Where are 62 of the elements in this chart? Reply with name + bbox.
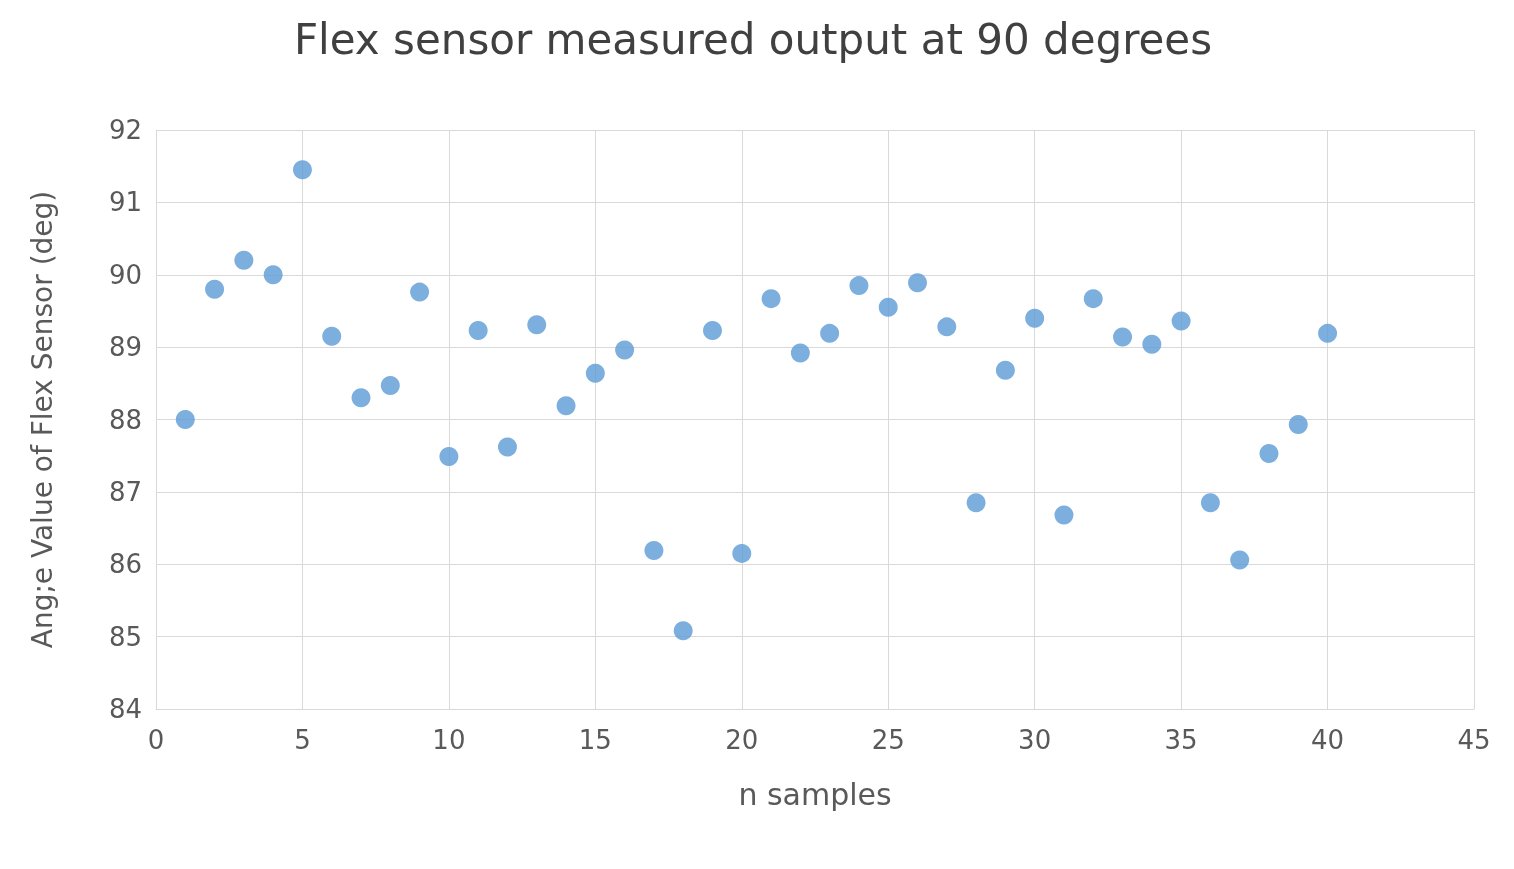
point [1083,289,1103,309]
y-tick-label: 89 [108,332,142,363]
point [205,279,225,299]
y-tick-label: 84 [108,694,142,724]
point [673,621,693,641]
x-tick-label: 5 [294,725,311,755]
point [439,446,459,466]
point [703,320,722,340]
point [732,543,752,563]
point [263,265,283,285]
point [468,320,488,340]
point [322,326,342,346]
point [615,340,635,360]
point [556,396,576,416]
point [1025,308,1045,328]
y-tick-label: 88 [108,404,142,435]
point [1200,493,1220,513]
point [585,363,605,383]
point [849,276,869,296]
point [1230,550,1250,570]
point [497,437,517,457]
point [1054,505,1074,525]
point [790,343,810,363]
point [175,410,195,429]
point [1288,415,1308,435]
point [292,160,312,180]
point [380,375,400,395]
x-tick-label: 20 [725,725,759,755]
point [527,315,547,335]
x-tick-label: 25 [871,725,905,755]
point [966,493,986,513]
point [1259,444,1279,464]
y-tick-label: 86 [108,549,142,580]
point [761,289,781,309]
point [1142,334,1162,354]
x-tick-label: 15 [578,725,612,755]
x-tick-label: 35 [1164,725,1198,755]
y-tick-label: 91 [108,187,142,218]
y-tick-label: 85 [108,621,142,652]
y-tick-label: 90 [108,259,142,290]
y-axis-title: Ang;e Value of Flex Sensor (deg) [25,190,59,649]
point [995,360,1015,380]
point [234,250,254,270]
x-tick-label: 45 [1457,725,1491,755]
x-tick-label: 0 [147,725,165,755]
point [351,388,371,408]
point [1318,323,1338,343]
point [820,323,840,343]
x-axis-title: n samples [738,776,892,812]
y-tick-label: 92 [108,115,142,145]
y-tick-label: 87 [108,476,142,507]
x-tick-label: 10 [432,725,466,755]
point [1171,311,1191,331]
point [644,541,664,560]
point [878,297,898,317]
x-tick-label: 40 [1311,725,1345,755]
point [1113,327,1133,347]
chart-title: Flex sensor measured output at 90 degrees [293,14,1213,64]
point [410,282,430,302]
point [908,273,928,293]
x-tick-label: 30 [1018,725,1052,755]
point [937,317,957,337]
